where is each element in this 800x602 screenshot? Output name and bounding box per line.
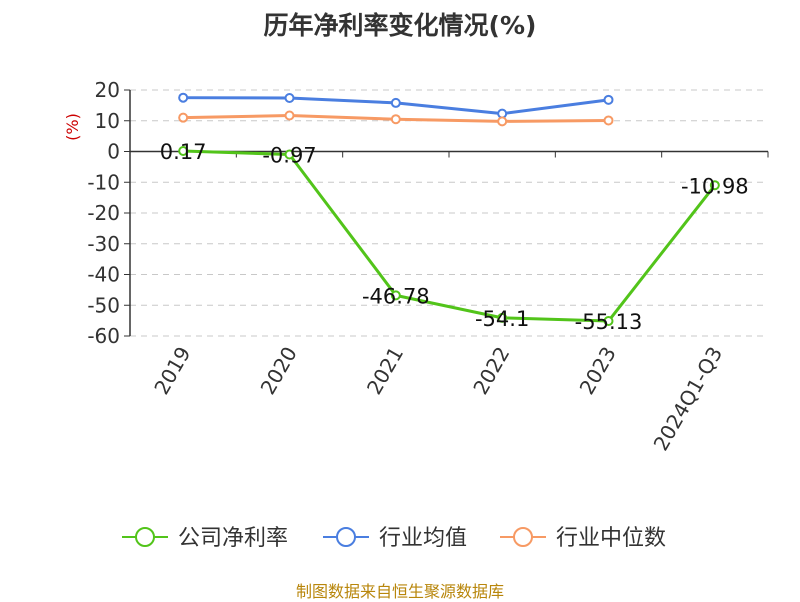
data-label: -10.98 xyxy=(681,174,749,198)
y-tick-label: 0 xyxy=(107,140,120,164)
x-tick-label: 2023 xyxy=(575,343,621,399)
data-point xyxy=(603,94,614,105)
legend-marker xyxy=(336,527,356,547)
x-tick-label: 2019 xyxy=(149,343,195,399)
x-tick-label: 2021 xyxy=(362,343,408,399)
data-label: -0.97 xyxy=(262,143,316,167)
data-point xyxy=(178,145,189,156)
y-tick-label: -50 xyxy=(87,293,120,317)
y-tick-label: -60 xyxy=(87,324,120,348)
data-point xyxy=(178,92,189,103)
series-line xyxy=(183,149,717,323)
y-tick-label: -10 xyxy=(87,170,120,194)
data-point xyxy=(390,114,401,125)
legend-label: 行业中位数 xyxy=(556,526,666,551)
y-unit-label: (%) xyxy=(63,113,82,141)
data-point xyxy=(284,92,295,103)
data-point xyxy=(390,290,401,301)
data-label: -55.13 xyxy=(575,310,643,334)
chart-title: 历年净利率变化情况(%) xyxy=(263,11,537,40)
data-point xyxy=(709,180,720,191)
data-point xyxy=(497,116,508,127)
y-tick-label: -20 xyxy=(87,201,120,225)
legend-marker xyxy=(135,527,155,547)
legend-label: 行业均值 xyxy=(379,526,467,551)
data-point xyxy=(178,112,189,123)
legend-marker xyxy=(513,527,533,547)
source-footer: 制图数据来自恒生聚源数据库 xyxy=(295,582,504,601)
y-tick-label: -40 xyxy=(87,263,120,287)
data-label: -46.78 xyxy=(362,284,430,308)
data-point xyxy=(284,149,295,160)
data-point xyxy=(497,312,508,323)
data-point xyxy=(284,110,295,121)
data-point xyxy=(603,115,614,126)
y-tick-label: -30 xyxy=(87,232,120,256)
y-tick-label: 20 xyxy=(95,78,120,102)
x-tick-label: 2024Q1-Q3 xyxy=(648,343,727,455)
x-tick-label: 2020 xyxy=(256,343,302,399)
x-tick-label: 2022 xyxy=(468,342,514,398)
data-point xyxy=(390,97,401,108)
data-point xyxy=(603,316,614,327)
legend-label: 公司净利率 xyxy=(178,526,288,551)
y-tick-label: 10 xyxy=(95,109,120,133)
data-label: -54.1 xyxy=(475,307,529,331)
data-label: 0.17 xyxy=(160,140,207,164)
